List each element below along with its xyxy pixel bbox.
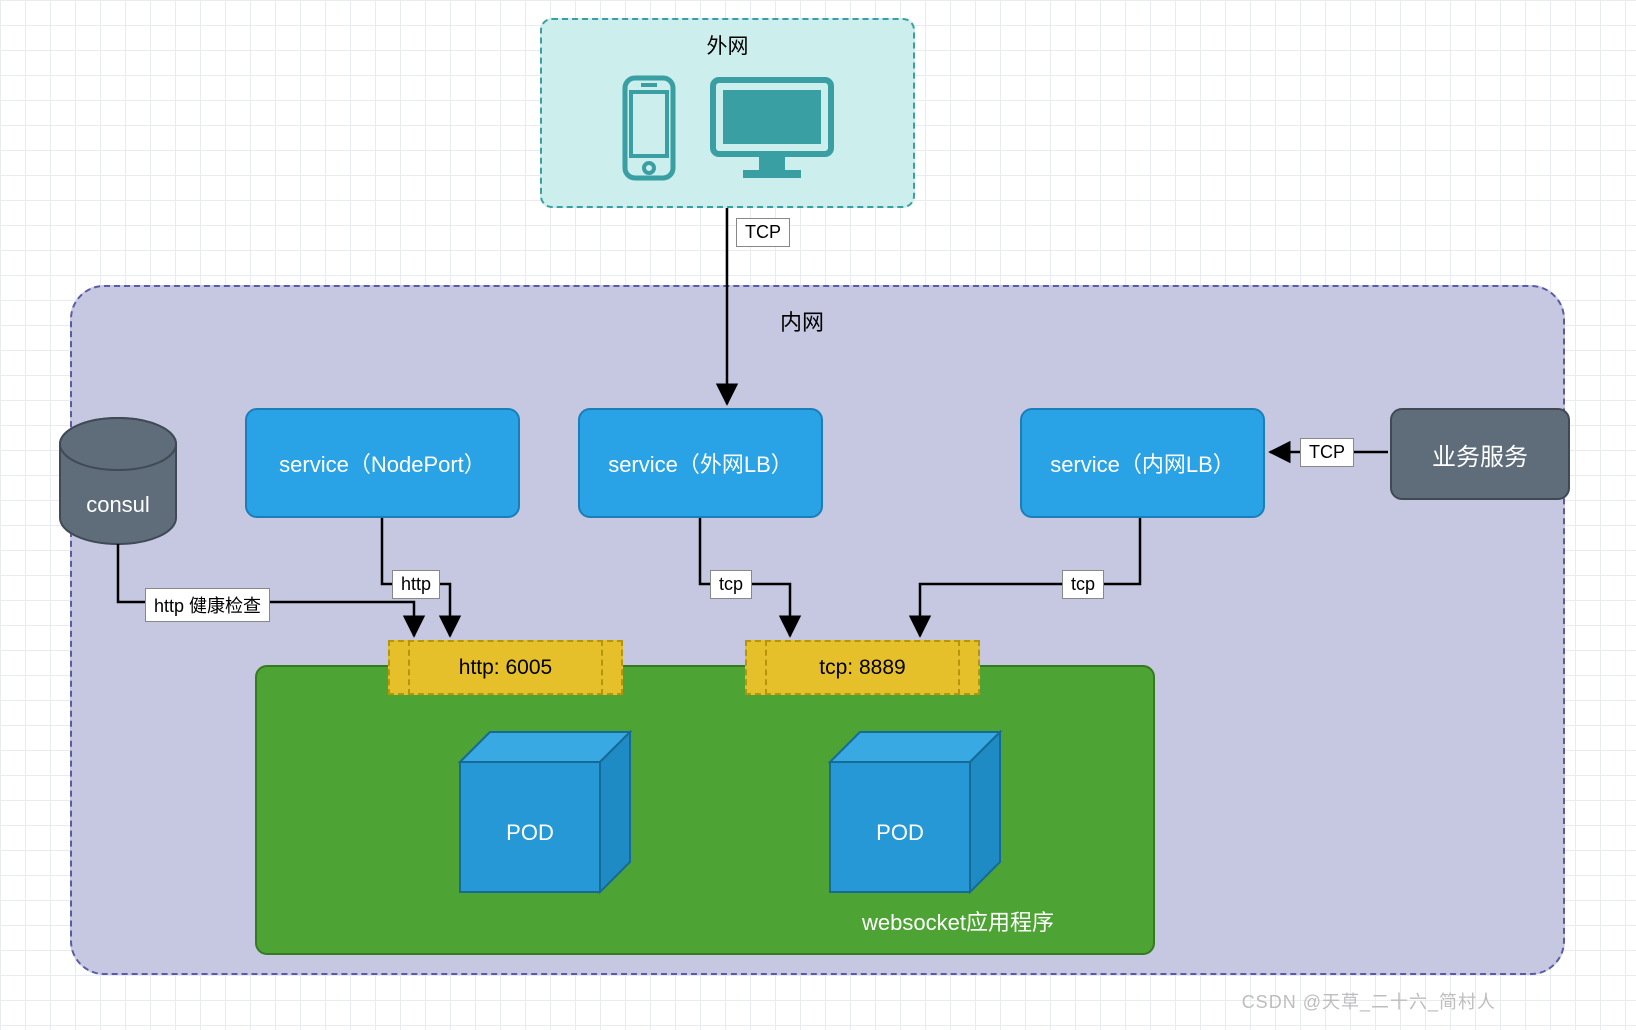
service-nodeport-box: service（NodePort）: [245, 408, 520, 518]
websocket-app-box: websocket应用程序: [255, 665, 1155, 955]
svg-text:POD: POD: [506, 820, 554, 845]
internal-network-title: 内网: [780, 305, 824, 337]
http-port-box: http: 6005: [388, 640, 623, 695]
service-internal-lb-box: service（内网LB）: [1020, 408, 1265, 518]
desktop-icon: [707, 74, 837, 189]
edge-label-healthcheck: http 健康检查: [145, 588, 270, 622]
edge-label-tcp1: tcp: [710, 570, 752, 599]
edge-label-http: http: [392, 570, 440, 599]
tcp-port-box: tcp: 8889: [745, 640, 980, 695]
svg-text:POD: POD: [876, 820, 924, 845]
pod-2: POD: [790, 722, 1010, 912]
pod-1: POD: [420, 722, 640, 912]
phone-icon: [619, 74, 679, 189]
watermark: CSDN @天草_二十六_简村人: [1242, 988, 1496, 1014]
business-service-box: 业务服务: [1390, 408, 1570, 500]
edge-label-tcp-biz: TCP: [1300, 438, 1354, 467]
edge-label-tcp-top: TCP: [736, 218, 790, 247]
external-network-box: 外网: [540, 18, 915, 208]
service-external-lb-box: service（外网LB）: [578, 408, 823, 518]
consul-label: consul: [86, 492, 150, 517]
external-network-title: 外网: [542, 30, 913, 60]
edge-label-tcp2: tcp: [1062, 570, 1104, 599]
device-icons-row: [542, 74, 913, 189]
diagram-canvas: 外网 内网: [0, 0, 1636, 1030]
